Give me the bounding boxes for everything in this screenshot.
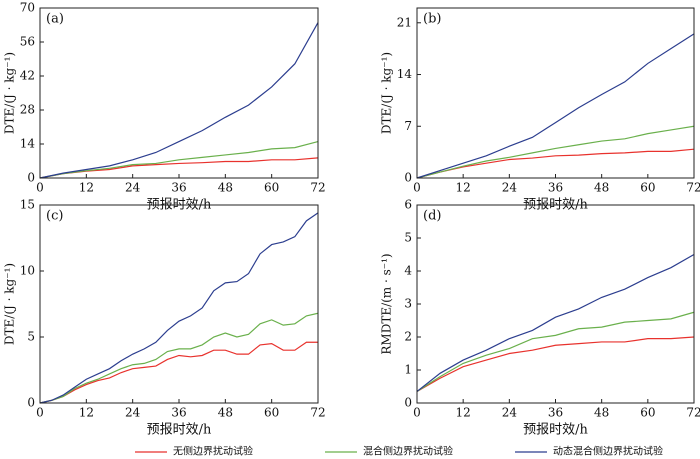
legend-label: 无侧边界扰动试验 xyxy=(173,445,253,458)
x-axis-label: 预报时效/h xyxy=(523,423,588,438)
y-tick-label: 15 xyxy=(20,198,35,212)
x-tick-label: 72 xyxy=(686,181,700,195)
y-tick-label: 14 xyxy=(397,67,413,81)
x-tick-label: 12 xyxy=(456,406,471,420)
y-axis-label: DTE/(J · kg⁻¹) xyxy=(3,263,17,345)
panel-label: (c) xyxy=(46,209,63,224)
data-line xyxy=(416,33,695,179)
plot-frame xyxy=(39,7,319,179)
x-tick-label: 60 xyxy=(640,406,655,420)
x-tick-label: 24 xyxy=(125,406,141,420)
legend-label: 混合侧边界扰动试验 xyxy=(363,445,453,458)
y-tick-label: 7 xyxy=(404,119,412,133)
y-tick-label: 5 xyxy=(404,231,412,245)
x-tick-label: 60 xyxy=(264,181,279,195)
y-tick-label: 28 xyxy=(20,103,35,117)
plot-frame xyxy=(39,204,319,404)
x-tick-label: 36 xyxy=(548,181,563,195)
y-tick-label: 1 xyxy=(404,363,412,377)
x-tick-label: 12 xyxy=(79,181,94,195)
y-tick-label: 3 xyxy=(404,297,412,311)
y-tick-label: 0 xyxy=(404,396,412,410)
x-tick-label: 36 xyxy=(548,406,563,420)
y-tick-label: 14 xyxy=(20,137,36,151)
x-tick-label: 0 xyxy=(36,181,44,195)
y-tick-label: 42 xyxy=(20,69,35,83)
y-axis-label: RMDTE/(m · s⁻¹) xyxy=(380,253,394,354)
plot-frame xyxy=(416,7,695,179)
x-tick-label: 48 xyxy=(218,181,233,195)
data-line xyxy=(39,140,319,179)
x-tick-label: 36 xyxy=(171,181,186,195)
x-tick-label: 24 xyxy=(502,181,518,195)
y-tick-label: 0 xyxy=(404,171,412,185)
x-tick-label: 48 xyxy=(594,406,609,420)
x-tick-label: 36 xyxy=(171,406,186,420)
data-line xyxy=(39,22,319,179)
plot-frame xyxy=(416,204,695,404)
y-tick-label: 0 xyxy=(27,171,35,185)
data-line xyxy=(416,148,695,179)
x-tick-label: 0 xyxy=(413,181,421,195)
x-tick-label: 60 xyxy=(264,406,279,420)
data-line xyxy=(39,312,319,404)
panel-label: (a) xyxy=(46,12,64,27)
y-tick-label: 0 xyxy=(27,396,35,410)
y-tick-label: 2 xyxy=(404,330,412,344)
legend-label: 动态混合侧边界扰动试验 xyxy=(553,445,663,458)
y-tick-label: 4 xyxy=(404,264,412,278)
x-tick-label: 72 xyxy=(310,181,325,195)
y-tick-label: 10 xyxy=(20,264,35,278)
x-tick-label: 72 xyxy=(310,406,325,420)
data-line xyxy=(416,336,695,392)
x-tick-label: 24 xyxy=(125,181,141,195)
x-tick-label: 24 xyxy=(502,406,518,420)
y-tick-label: 56 xyxy=(20,35,35,49)
y-axis-label: DTE/(J · kg⁻¹) xyxy=(380,52,394,134)
panel-label: (b) xyxy=(423,12,441,27)
data-line xyxy=(416,125,695,179)
y-axis-label: DTE/(J · kg⁻¹) xyxy=(3,52,17,134)
x-tick-label: 0 xyxy=(36,406,44,420)
x-tick-label: 60 xyxy=(640,181,655,195)
x-axis-label: 预报时效/h xyxy=(147,423,212,438)
y-tick-label: 21 xyxy=(397,15,412,29)
x-tick-label: 72 xyxy=(686,406,700,420)
y-tick-label: 6 xyxy=(404,198,412,212)
data-line xyxy=(39,341,318,404)
data-line xyxy=(416,253,695,392)
data-line xyxy=(416,311,695,392)
y-tick-label: 5 xyxy=(27,330,35,344)
panel-label: (d) xyxy=(423,209,441,224)
x-tick-label: 48 xyxy=(218,406,233,420)
x-tick-label: 12 xyxy=(456,181,471,195)
y-tick-label: 70 xyxy=(20,1,35,15)
data-line xyxy=(39,212,319,404)
x-tick-label: 12 xyxy=(79,406,94,420)
x-tick-label: 0 xyxy=(413,406,421,420)
x-tick-label: 48 xyxy=(594,181,609,195)
